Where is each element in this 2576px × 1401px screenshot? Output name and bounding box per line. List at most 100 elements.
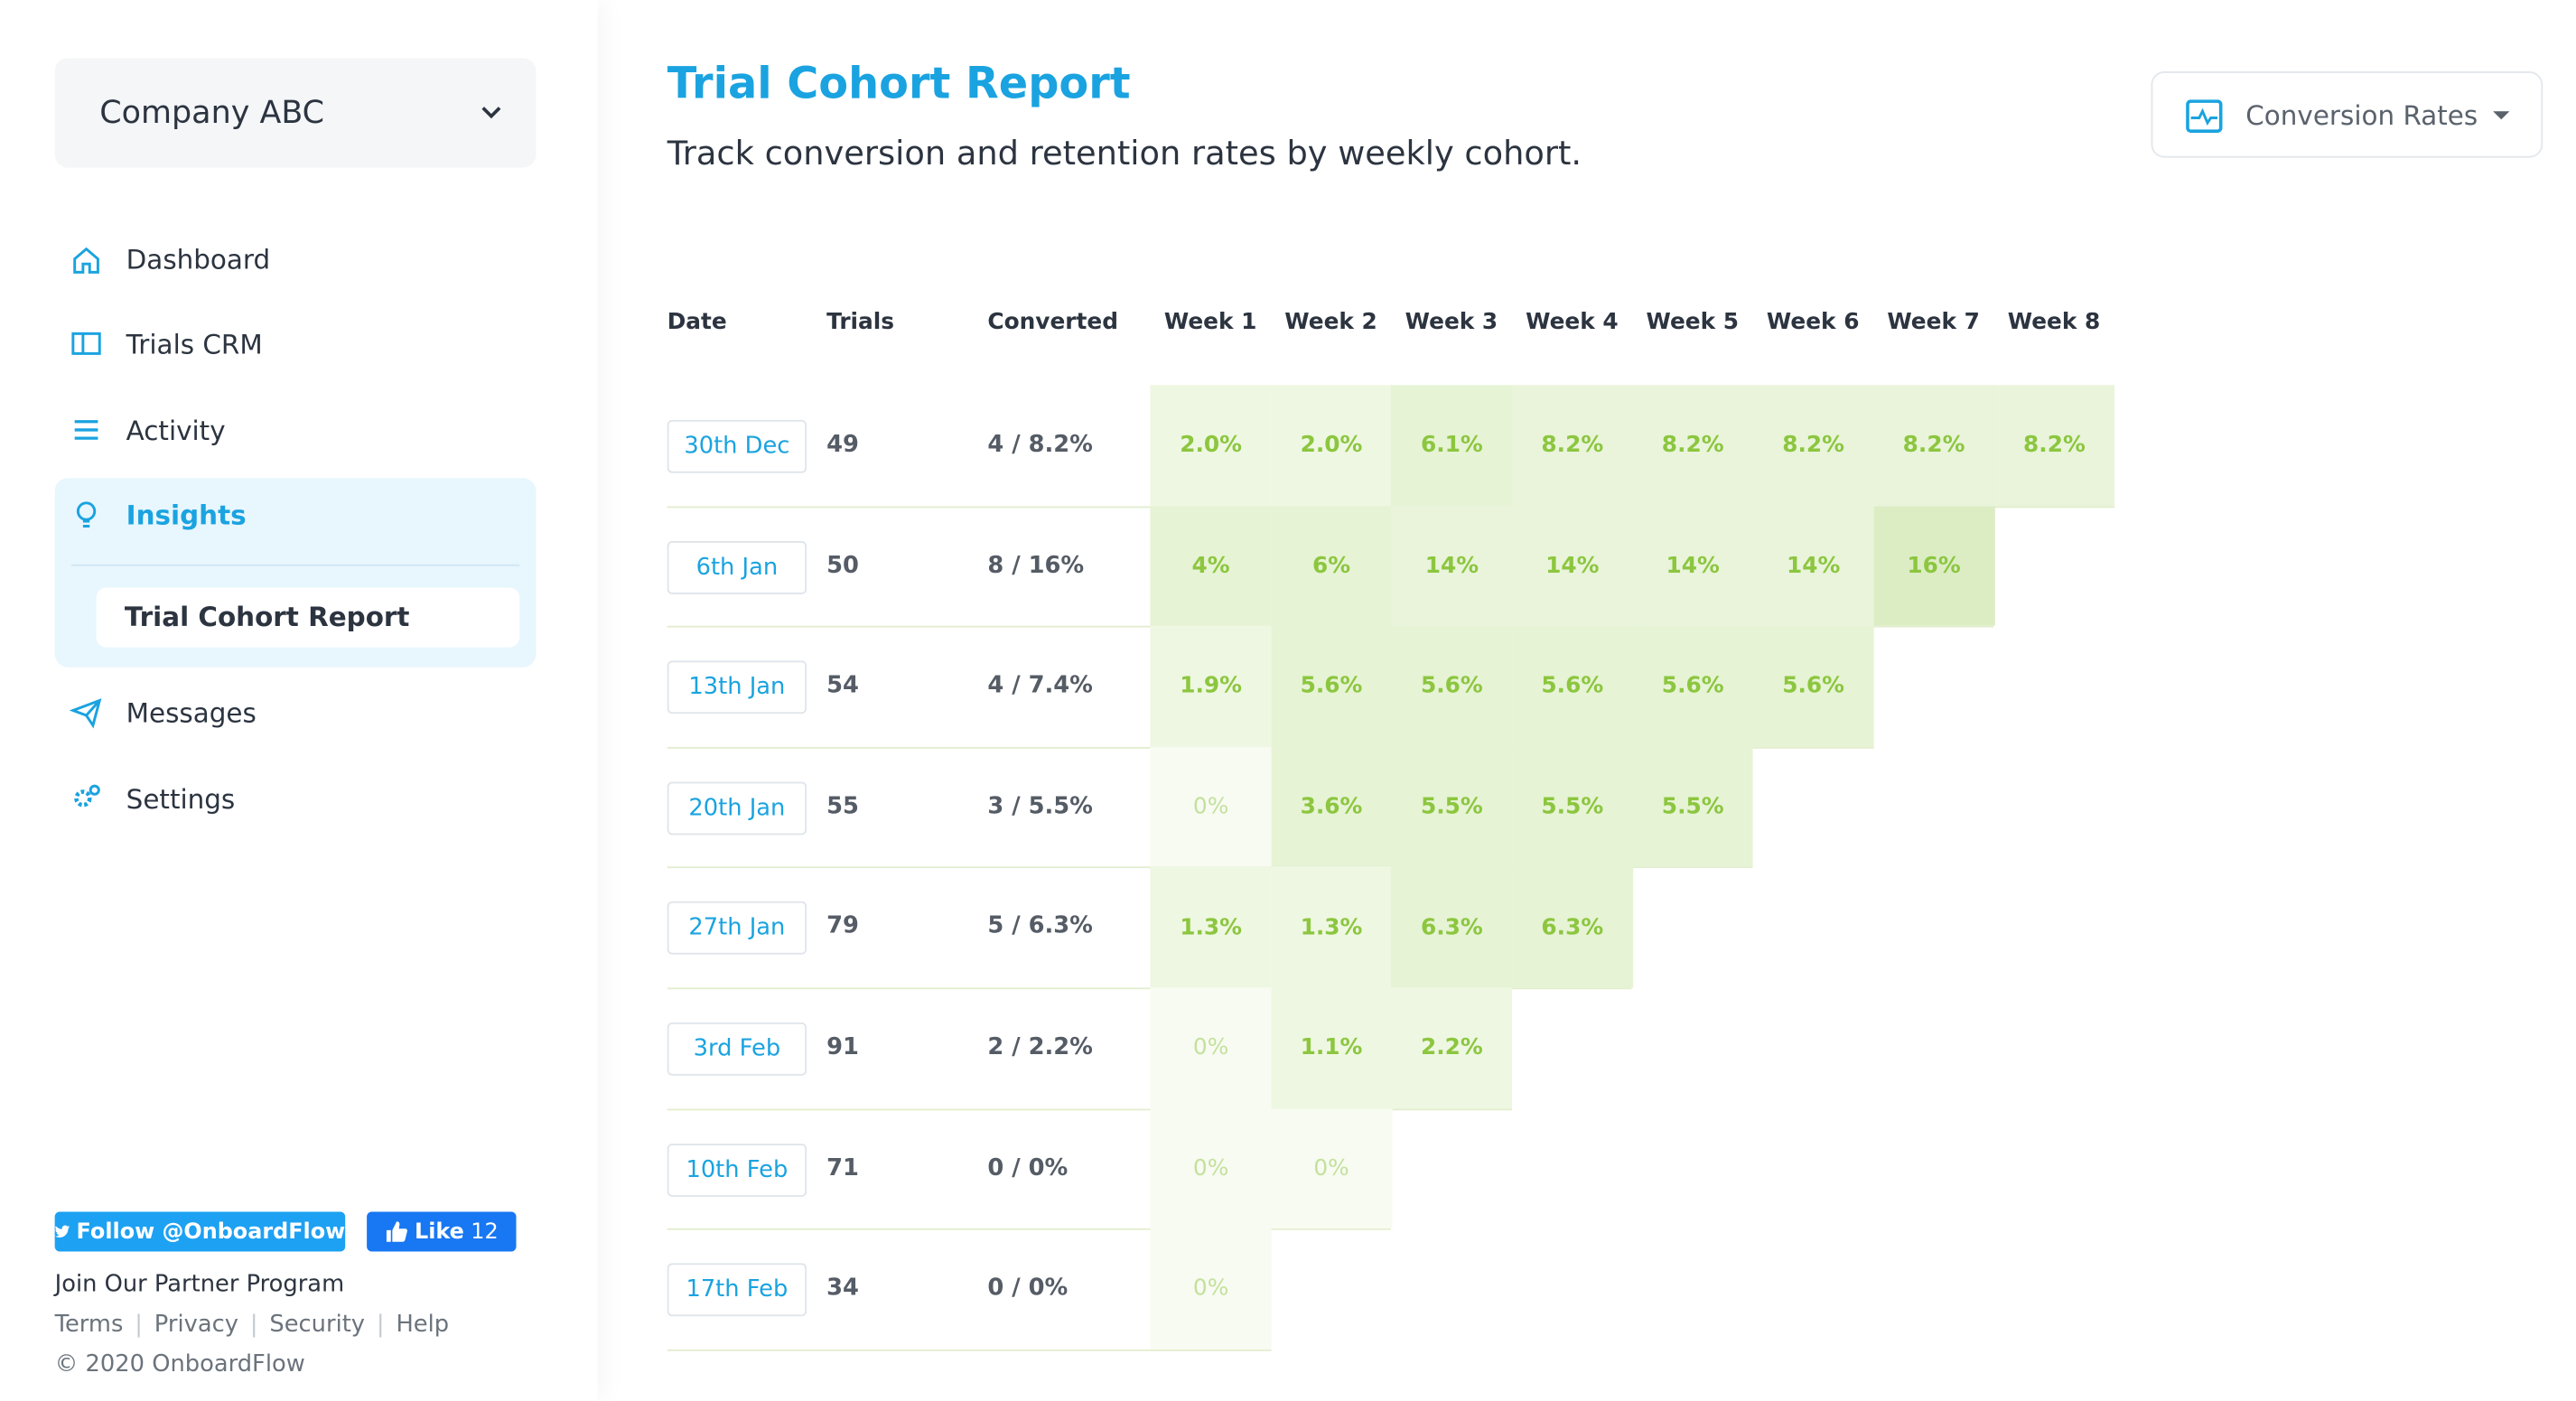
column-header: Week 4 <box>1526 308 1619 336</box>
rate-cell: 1.3% <box>1150 866 1272 988</box>
rate-cell: 0% <box>1150 1228 1272 1350</box>
rate-cell: 6.3% <box>1391 866 1513 988</box>
rate-cell: 16% <box>1872 505 1995 627</box>
row-divider <box>667 1349 1271 1351</box>
cohort-date[interactable]: 10th Feb <box>667 1143 807 1197</box>
nav-item[interactable]: Dashboard <box>70 242 270 276</box>
rate-cell: 3.6% <box>1270 746 1393 867</box>
rate-cell: 5.6% <box>1752 626 1874 747</box>
subnav-item[interactable]: Trial Cohort Report <box>96 587 520 648</box>
footer-link[interactable]: Privacy <box>154 1311 238 1339</box>
caret <box>2493 111 2510 120</box>
nav-label: Settings <box>126 782 236 815</box>
rate-cell: 5.6% <box>1632 626 1754 747</box>
converted: 0 / 0% <box>987 1275 1069 1303</box>
column-header: Week 5 <box>1646 308 1740 336</box>
nav-item[interactable]: Activity <box>70 414 226 447</box>
footer-links: Terms | Privacy | Security | Help <box>55 1312 449 1338</box>
footer-link[interactable]: Terms <box>54 1311 124 1339</box>
rate-cell: 8.2% <box>1993 385 2115 506</box>
rate-cell: 6.1% <box>1391 385 1513 506</box>
nav-icon <box>74 420 98 440</box>
like-button[interactable]: Like 12 <box>367 1211 517 1252</box>
nav-item[interactable]: Insights <box>70 498 247 531</box>
rate-cell: 14% <box>1752 505 1874 627</box>
company-select[interactable]: Company ABC <box>54 58 537 168</box>
like-label: Like <box>415 1219 464 1245</box>
twitter-button[interactable]: Follow @OnboardFlow <box>54 1211 346 1252</box>
rate-cell: 2.2% <box>1391 987 1513 1108</box>
footer-link[interactable]: Security <box>269 1311 366 1339</box>
column-header: Date <box>667 308 727 336</box>
rate-cell: 5.5% <box>1391 746 1513 867</box>
rate-cell: 8.2% <box>1632 385 1754 506</box>
converted: 2 / 2.2% <box>987 1033 1093 1061</box>
nav-icon <box>71 332 101 355</box>
nav-item[interactable]: Messages <box>70 696 257 729</box>
cohort-date[interactable]: 6th Jan <box>667 540 807 594</box>
column-header: Week 1 <box>1163 308 1257 336</box>
cohort-date[interactable]: 17th Feb <box>667 1263 807 1317</box>
trials: 34 <box>826 1275 859 1303</box>
rate-cell: 0% <box>1150 987 1272 1108</box>
rate-cell: 5.6% <box>1270 626 1393 747</box>
column-header: Trials <box>826 308 895 336</box>
rate-cell: 5.5% <box>1632 746 1754 867</box>
nav-label: Dashboard <box>126 243 271 276</box>
twitter-icon <box>54 1225 70 1238</box>
trials: 71 <box>826 1154 859 1182</box>
dropdown-label: Conversion Rates <box>2245 99 2478 132</box>
rate-cell: 4% <box>1150 505 1272 627</box>
nav-item[interactable]: Settings <box>70 782 235 816</box>
page-title: Trial Cohort Report <box>667 60 1131 110</box>
converted: 4 / 8.2% <box>987 431 1093 459</box>
separator: | <box>376 1311 385 1339</box>
cohort-date[interactable]: 13th Jan <box>667 660 807 715</box>
company-name: Company ABC <box>99 94 325 132</box>
page-subtitle: Track conversion and retention rates by … <box>667 133 1582 173</box>
rate-cell: 0% <box>1150 746 1272 867</box>
column-header: Week 2 <box>1284 308 1377 336</box>
rate-cell: 1.1% <box>1270 987 1393 1108</box>
nav-item[interactable]: Trials CRM <box>70 327 263 360</box>
converted: 4 / 7.4% <box>987 672 1093 699</box>
trials: 50 <box>826 552 859 579</box>
partner-link[interactable]: Join Our Partner Program <box>54 1271 345 1299</box>
column-header: Week 6 <box>1766 308 1860 336</box>
rate-cell: 5.6% <box>1511 626 1633 747</box>
rate-cell: 1.3% <box>1270 866 1393 988</box>
rate-cell: 6.3% <box>1511 866 1633 988</box>
nav-icon <box>70 698 102 729</box>
converted: 0 / 0% <box>987 1154 1069 1182</box>
trials: 49 <box>826 431 859 459</box>
column-header: Week 3 <box>1405 308 1498 336</box>
trials: 79 <box>826 913 859 940</box>
trials: 54 <box>826 672 859 699</box>
rate-cell: 14% <box>1632 505 1754 627</box>
insights-group: Trial Cohort Report <box>54 478 537 668</box>
rate-cell: 8.2% <box>1872 385 1995 506</box>
cohort-date[interactable]: 27th Jan <box>667 901 807 956</box>
chart-icon <box>2186 99 2223 134</box>
cohort-date[interactable]: 30th Dec <box>667 419 807 473</box>
cohort-date[interactable]: 20th Jan <box>667 781 807 835</box>
sidebar: Company ABC Trial Cohort Report Dashboar… <box>0 0 598 1401</box>
column-header: Converted <box>987 308 1118 336</box>
separator: | <box>249 1311 258 1339</box>
metric-dropdown[interactable]: Conversion Rates <box>2151 71 2543 158</box>
rate-cell: 14% <box>1391 505 1513 627</box>
nav-icon <box>76 501 97 528</box>
trials: 91 <box>826 1033 859 1061</box>
column-header: Week 7 <box>1887 308 1980 336</box>
cohort-date[interactable]: 3rd Feb <box>667 1022 807 1076</box>
row-divider <box>667 987 1633 990</box>
converted: 5 / 6.3% <box>987 913 1093 940</box>
rate-cell: 2.0% <box>1270 385 1393 506</box>
nav-label: Activity <box>126 414 226 446</box>
nav-icon <box>73 247 99 274</box>
rate-cell: 8.2% <box>1511 385 1633 506</box>
rate-cell: 1.9% <box>1150 626 1272 747</box>
rate-cell: 0% <box>1270 1107 1393 1229</box>
footer-link[interactable]: Help <box>396 1311 450 1339</box>
